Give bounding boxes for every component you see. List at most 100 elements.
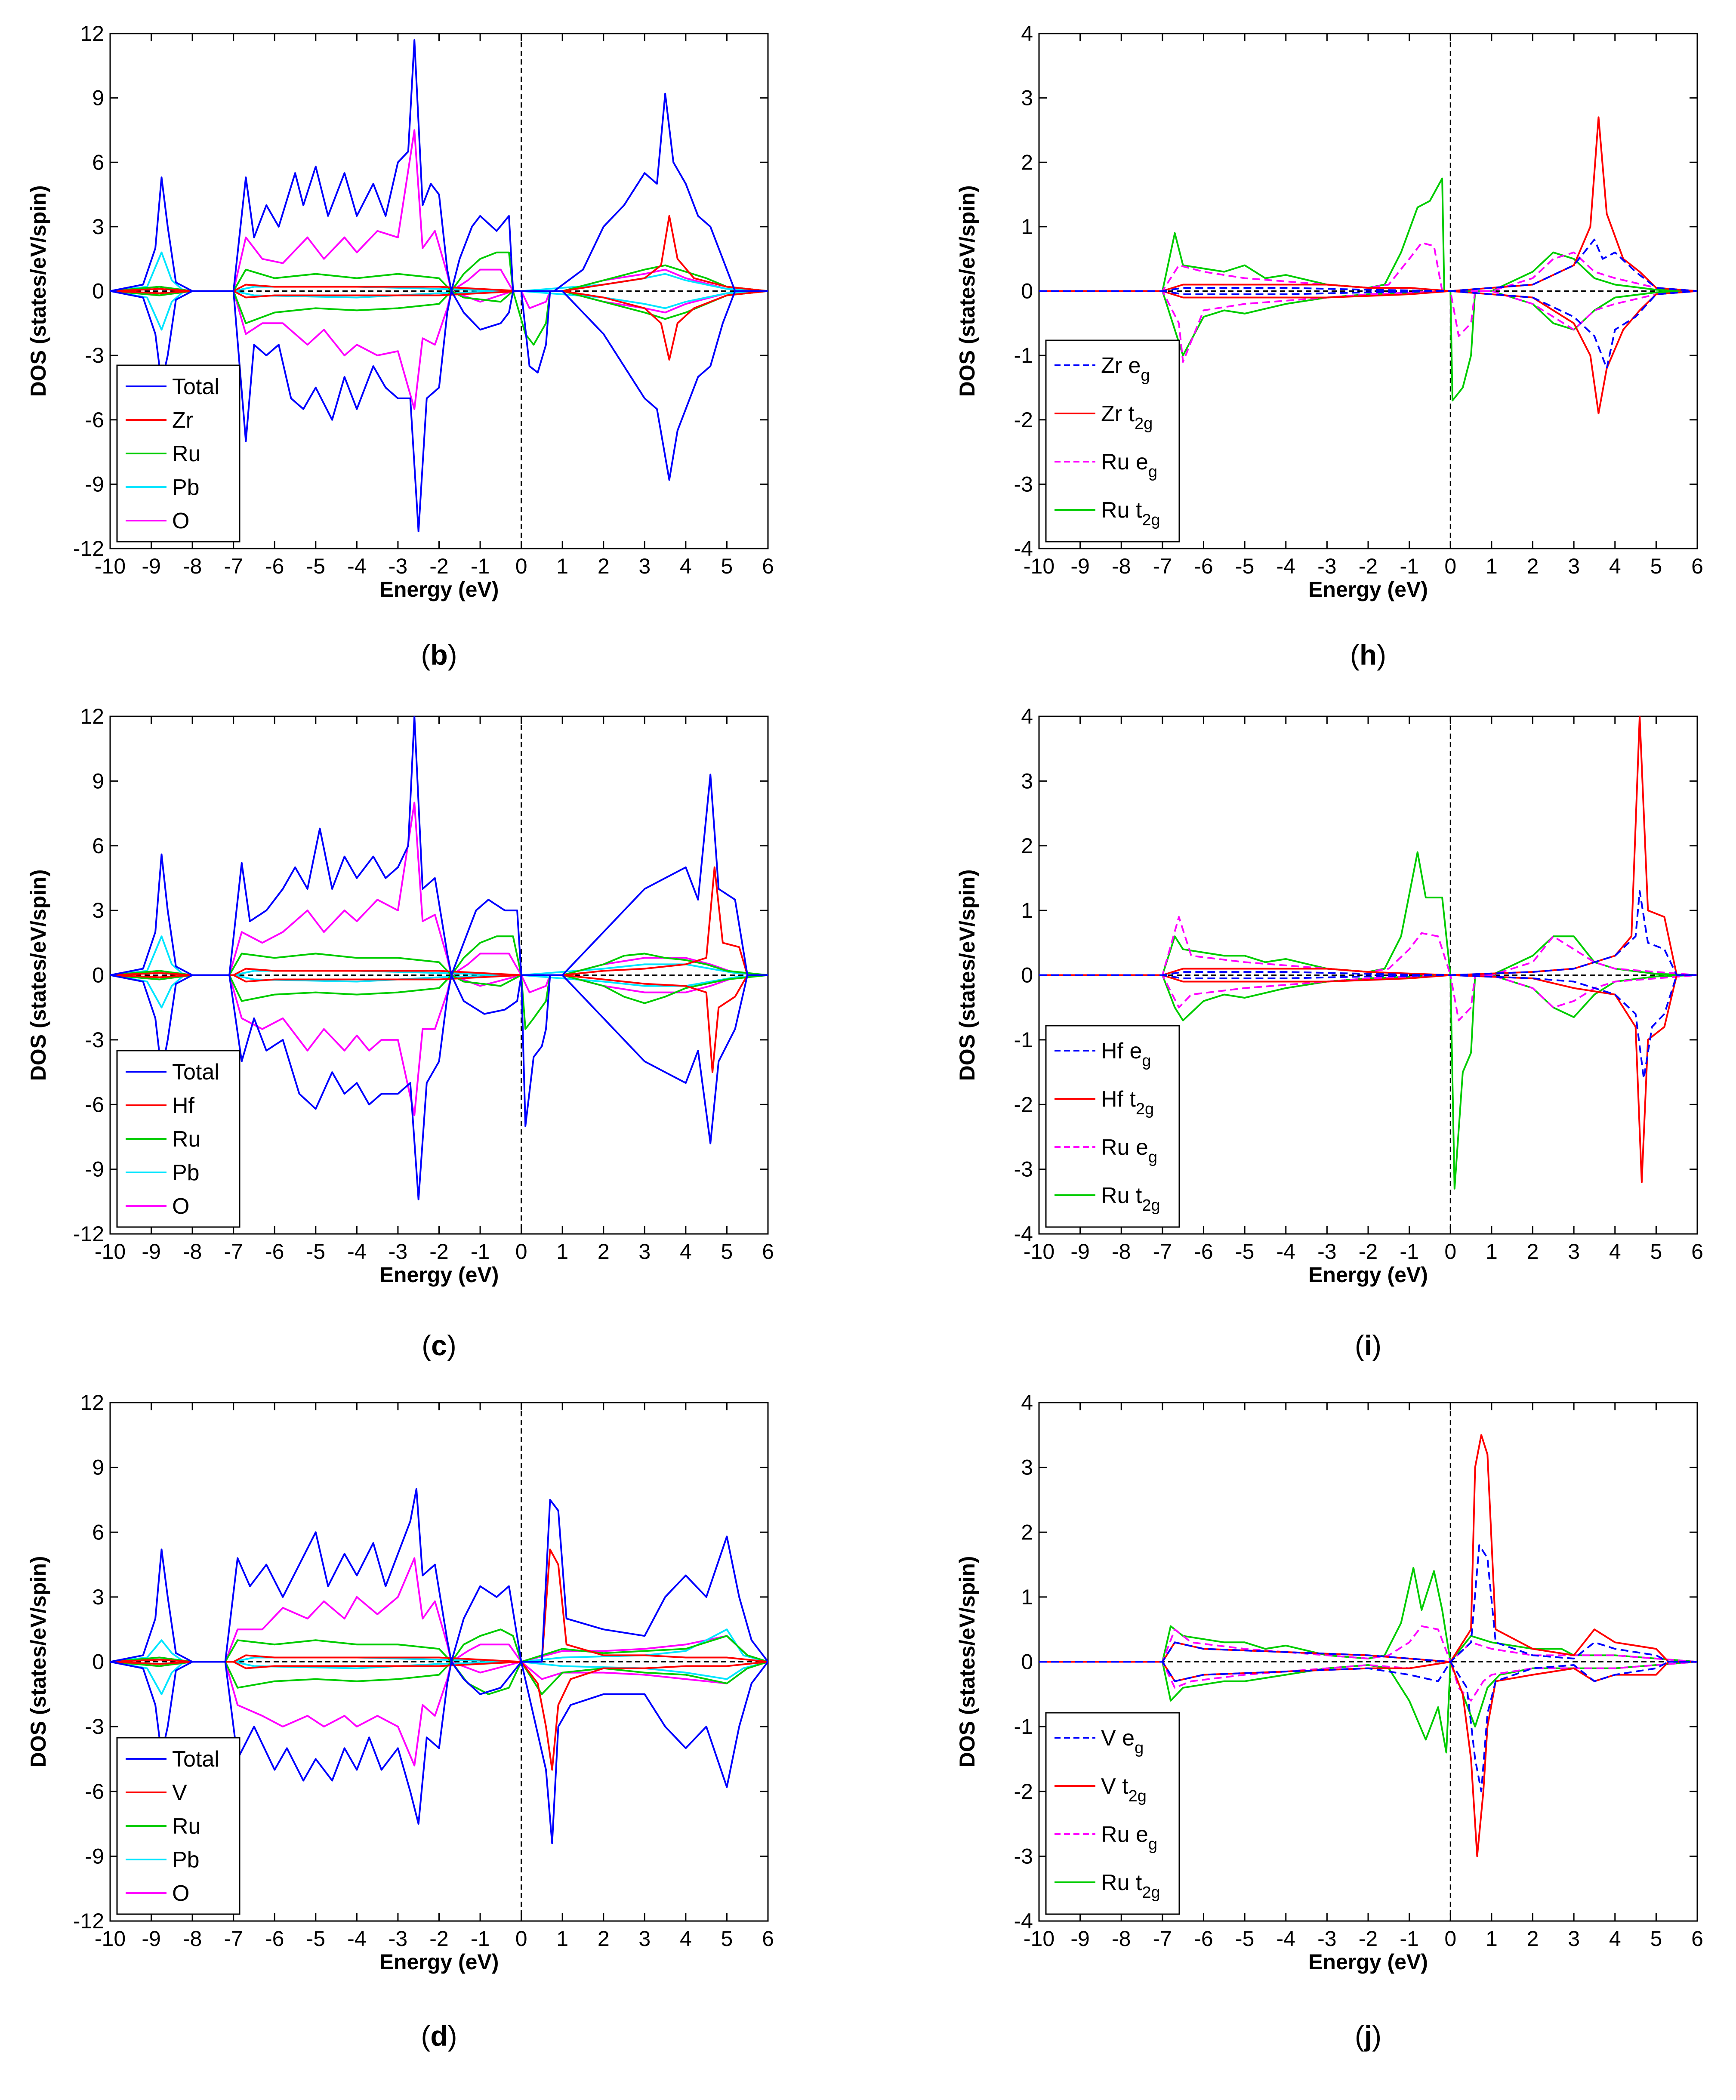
x-tick-label: 5 [721,1927,733,1951]
x-tick-label: -4 [347,554,366,578]
legend-subscript: 2g [1142,1884,1160,1902]
y-tick-label: -3 [1014,1844,1033,1868]
legend-label: Ru [172,1127,200,1152]
series-hf-eg-up [1039,890,1697,976]
series-o-down [110,1661,768,1767]
series-o-up [110,1557,768,1663]
legend-label: O [172,509,189,533]
x-tick-label: -5 [306,554,325,578]
series-ru-up [110,251,768,292]
x-tick-label: -1 [471,1927,490,1951]
x-tick-label: 6 [1691,1927,1703,1951]
legend-box [1045,1025,1180,1228]
legend-box [1045,1712,1180,1915]
y-tick-label: -3 [85,343,104,367]
x-tick-label: -2 [429,1927,448,1951]
legend-label: Total [172,1060,219,1085]
x-tick-label: 1 [1486,554,1498,578]
x-tick-label: 1 [556,1240,568,1264]
x-tick-label: 3 [638,1240,651,1264]
panel-caption: (j) [1355,2020,1381,2052]
y-tick-label: -6 [85,1092,104,1116]
y-tick-label: 12 [80,22,104,46]
x-tick-label: 1 [1486,1240,1498,1264]
series-ru-eg-down [1039,290,1697,363]
x-tick-label: -9 [1070,1240,1089,1264]
x-tick-label: -4 [1277,1927,1295,1951]
x-tick-label: 2 [598,1927,610,1951]
x-tick-label: -8 [1112,554,1131,578]
x-tick-label: -5 [1235,1927,1254,1951]
x-tick-label: 6 [762,1927,774,1951]
series-ru-t2g-down [1039,974,1697,1190]
series-hf-eg-down [1039,974,1697,1080]
x-tick-label: -2 [1359,1927,1378,1951]
series-ru-t2g-up [1039,177,1697,292]
data-layer [1039,1403,1697,1921]
y-tick-label: 3 [1021,86,1033,110]
y-tick-label: 2 [1021,834,1033,858]
series-pb-up [110,1628,768,1663]
x-tick-label: 0 [1444,1927,1456,1951]
legend-subscript: 2g [1142,511,1160,529]
y-tick-label: -6 [85,1779,104,1804]
series-total-down [110,974,768,1200]
legend-label: Pb [172,1847,200,1872]
x-tick-label: 2 [1527,1240,1539,1264]
series-ru-t2g-up [1039,851,1697,976]
x-tick-label: -7 [224,554,243,578]
y-tick-label: 9 [92,769,104,793]
y-axis-label: DOS (states/eV/spin) [26,870,50,1081]
legend-subscript: 2g [1136,1100,1154,1118]
x-tick-label: 6 [1691,554,1703,578]
series-o-up [110,129,768,292]
x-tick-label: 2 [598,554,610,578]
x-tick-label: 1 [556,554,568,578]
x-tick-label: -1 [471,554,490,578]
x-tick-label: -4 [1277,1240,1295,1264]
legend-subscript: g [1148,1835,1157,1853]
panel-caption-letter: d [430,2020,447,2052]
x-tick-label: 3 [1568,1240,1580,1264]
y-tick-label: -12 [73,1909,104,1933]
legend-label: V [172,1780,187,1805]
legend-label: Ru [172,441,200,466]
series-zr-t2g-down [1039,290,1697,414]
x-tick-label: -3 [1317,1240,1336,1264]
series-v-t2g-up [1039,1434,1697,1663]
x-tick-label: -8 [1112,1927,1131,1951]
x-tick-label: -2 [1359,554,1378,578]
panel-caption-letter: i [1364,1329,1372,1361]
x-tick-label: -7 [1153,1240,1172,1264]
x-tick-label: -4 [347,1927,366,1951]
x-tick-label: -7 [1153,554,1172,578]
y-tick-label: 6 [92,150,104,174]
x-tick-label: -1 [1400,1240,1418,1264]
y-tick-label: 12 [80,1391,104,1415]
x-tick-label: -8 [1112,1240,1131,1264]
series-total-up [110,716,768,976]
series-o-up [110,802,768,976]
y-tick-label: 2 [1021,1520,1033,1544]
legend-label: Zr [172,408,193,433]
x-tick-label: 5 [1650,1240,1662,1264]
y-tick-label: -12 [73,1222,104,1246]
y-tick-label: 1 [1021,215,1033,239]
x-tick-label: -10 [95,554,126,578]
y-tick-label: -4 [1014,1222,1033,1246]
x-tick-label: -3 [389,1240,407,1264]
panel-caption: (i) [1355,1329,1381,1361]
series-pb-up [110,251,768,292]
x-tick-label: -9 [142,554,160,578]
y-tick-label: 9 [92,86,104,110]
series-hf-t2g-down [1039,974,1697,1183]
series-ru-t2g-up [1039,1567,1697,1663]
x-tick-label: 5 [721,1240,733,1264]
y-tick-label: -3 [85,1028,104,1052]
x-tick-label: 4 [680,554,692,578]
x-tick-label: -8 [183,1240,202,1264]
y-tick-label: 2 [1021,150,1033,174]
x-tick-label: -3 [1317,554,1336,578]
x-tick-label: -6 [1194,1240,1213,1264]
